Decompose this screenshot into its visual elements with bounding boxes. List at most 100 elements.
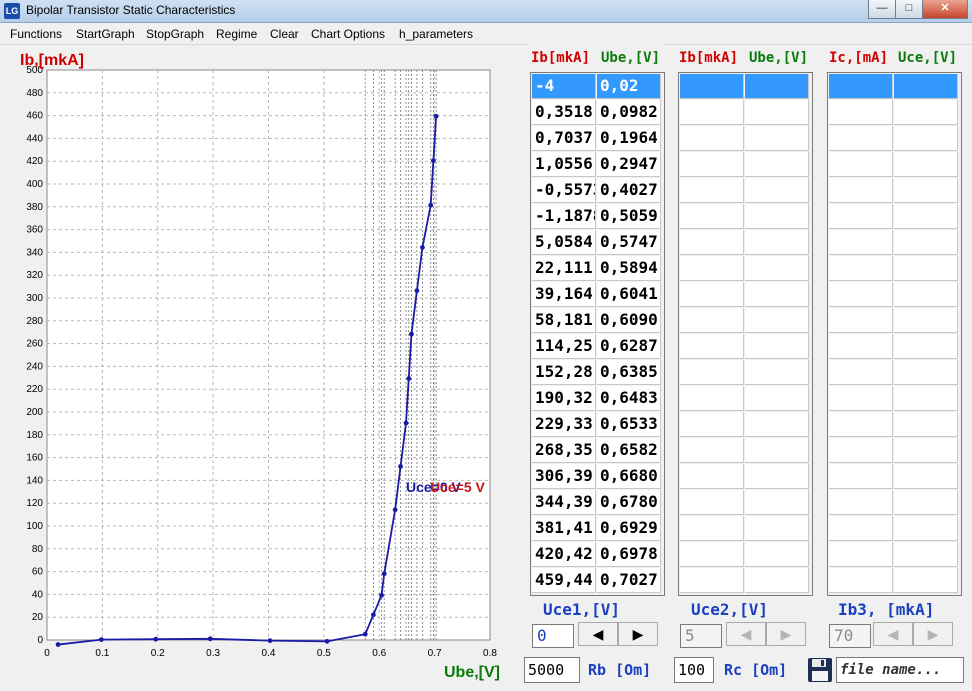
table1-cell[interactable]: 0,6041 [597, 282, 661, 307]
menu-chart-options[interactable]: Chart Options [311, 27, 386, 41]
table1-cell[interactable]: 0,6287 [597, 334, 661, 359]
table2-cell[interactable] [680, 412, 744, 437]
table3-cell[interactable] [829, 256, 893, 281]
table3-cell[interactable] [894, 204, 958, 229]
table1-cell[interactable]: 152,28 [532, 360, 596, 385]
table1-cell[interactable]: -1,1878 [532, 204, 596, 229]
table1-cell[interactable]: 0,5747 [597, 230, 661, 255]
table2-cell[interactable] [745, 230, 809, 255]
table3-cell[interactable] [894, 516, 958, 541]
menu-clear[interactable]: Clear [270, 27, 299, 41]
table3-cell[interactable] [829, 568, 893, 593]
table2-cell[interactable] [745, 256, 809, 281]
table2-cell[interactable] [680, 282, 744, 307]
table3-cell[interactable] [829, 178, 893, 203]
table1-cell[interactable]: 0,0982 [597, 100, 661, 125]
table1-cell[interactable]: 306,39 [532, 464, 596, 489]
table1-cell[interactable]: 0,6090 [597, 308, 661, 333]
table3-cell[interactable] [894, 438, 958, 463]
table3-cell[interactable] [829, 334, 893, 359]
table1-cell[interactable]: 190,32 [532, 386, 596, 411]
table1-cell[interactable]: 0,6385 [597, 360, 661, 385]
table1-cell[interactable]: 0,5894 [597, 256, 661, 281]
uce2-decrement-button[interactable]: ◀ [726, 622, 766, 646]
table3-cell[interactable] [829, 542, 893, 567]
table3-cell[interactable] [894, 126, 958, 151]
table3-cell[interactable] [894, 464, 958, 489]
uce1-decrement-button[interactable]: ◀ [578, 622, 618, 646]
table1-cell[interactable]: 1,0556 [532, 152, 596, 177]
table2-cell[interactable] [745, 464, 809, 489]
menu-startgraph[interactable]: StartGraph [76, 27, 135, 41]
table2-cell[interactable] [680, 308, 744, 333]
table3-cell[interactable] [829, 100, 893, 125]
save-floppy-icon[interactable] [806, 656, 834, 684]
table1-cell[interactable]: 268,35 [532, 438, 596, 463]
ib3-decrement-button[interactable]: ◀ [873, 622, 913, 646]
table1-cell[interactable]: 114,25 [532, 334, 596, 359]
table2-cell[interactable] [745, 412, 809, 437]
table3-cell[interactable] [829, 152, 893, 177]
table1-cell[interactable]: 0,7037 [532, 126, 596, 151]
table3-cell[interactable] [829, 438, 893, 463]
table3-cell[interactable] [829, 490, 893, 515]
menu-regime[interactable]: Regime [216, 27, 258, 41]
table2-cell[interactable] [680, 360, 744, 385]
table3-cell[interactable] [829, 126, 893, 151]
table2-cell[interactable] [680, 568, 744, 593]
table1-cell[interactable]: 0,6533 [597, 412, 661, 437]
table1-cell[interactable]: 0,6929 [597, 516, 661, 541]
table3-cell[interactable] [829, 204, 893, 229]
table2-cell[interactable] [680, 178, 744, 203]
table3-cell[interactable] [829, 230, 893, 255]
table3-cell[interactable] [894, 386, 958, 411]
table2-cell[interactable] [680, 542, 744, 567]
table1-cell[interactable]: 5,0584 [532, 230, 596, 255]
ib3-input[interactable]: 70 [829, 624, 871, 648]
table2-cell[interactable] [745, 490, 809, 515]
table3-cell[interactable] [894, 308, 958, 333]
table3-cell[interactable] [829, 360, 893, 385]
table1-cell[interactable]: 420,42 [532, 542, 596, 567]
table2-cell[interactable] [745, 438, 809, 463]
table3-cell[interactable] [894, 412, 958, 437]
table1-cell[interactable]: 22,111 [532, 256, 596, 281]
table3-cell[interactable] [894, 74, 958, 99]
table2-cell[interactable] [745, 334, 809, 359]
table2-cell[interactable] [680, 100, 744, 125]
table2-cell[interactable] [680, 256, 744, 281]
table3-cell[interactable] [894, 334, 958, 359]
menu-functions[interactable]: Functions [10, 27, 63, 41]
table2-cell[interactable] [745, 516, 809, 541]
table1-cell[interactable]: 229,33 [532, 412, 596, 437]
table1-cell[interactable]: -0,5573 [532, 178, 596, 203]
table3-cell[interactable] [894, 178, 958, 203]
table3-cell[interactable] [829, 412, 893, 437]
table2-cell[interactable] [745, 178, 809, 203]
table3-cell[interactable] [894, 542, 958, 567]
table3-cell[interactable] [829, 464, 893, 489]
table2-cell[interactable] [745, 308, 809, 333]
table2-cell[interactable] [745, 360, 809, 385]
menu-h-parameters[interactable]: h_parameters [399, 27, 474, 41]
table1-cell[interactable]: 344,39 [532, 490, 596, 515]
table2-cell[interactable] [680, 74, 744, 99]
table1-cell[interactable]: 0,6582 [597, 438, 661, 463]
table3-cell[interactable] [829, 74, 893, 99]
table2-cell[interactable] [680, 152, 744, 177]
table1-cell[interactable]: 459,44 [532, 568, 596, 593]
uce1-input[interactable]: 0 [532, 624, 574, 648]
table2-cell[interactable] [745, 152, 809, 177]
table1-cell[interactable]: 0,6780 [597, 490, 661, 515]
table2-cell[interactable] [745, 568, 809, 593]
table2-cell[interactable] [680, 516, 744, 541]
table1-cell[interactable]: 0,6680 [597, 464, 661, 489]
file-name-input[interactable]: file name... [836, 657, 964, 683]
table3-cell[interactable] [829, 386, 893, 411]
table1-cell[interactable]: 0,4027 [597, 178, 661, 203]
table1-cell[interactable]: 58,181 [532, 308, 596, 333]
table2-cell[interactable] [745, 100, 809, 125]
table2-cell[interactable] [680, 334, 744, 359]
table2-cell[interactable] [680, 490, 744, 515]
table1-cell[interactable]: -4 [532, 74, 596, 99]
